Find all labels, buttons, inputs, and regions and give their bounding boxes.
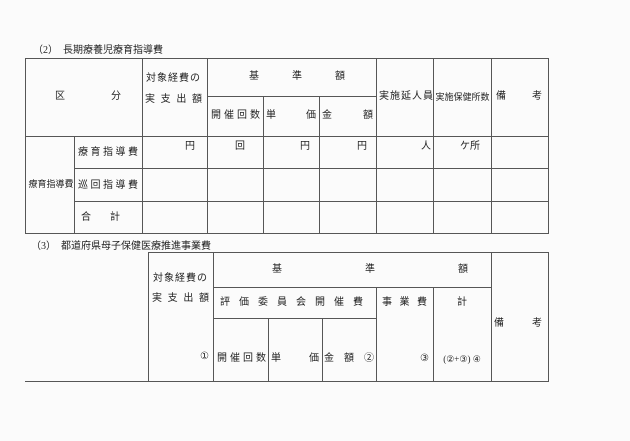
t1-unit-tanka-yen: 円 [300,141,310,152]
t1-header-taisho-line1: 対象経費の [146,73,201,84]
t1-border-right [548,58,549,234]
t1-border-top [25,58,549,59]
t2-col-kaisu-line [268,318,269,381]
t2-bottom-rule [25,381,549,382]
t1-unit-taisho-yen: 円 [185,141,195,152]
t1-col-kingaku-line [376,58,377,234]
t1-row2-line [74,201,549,202]
t1-border-bottom [25,233,549,234]
t1-header-kubun: 区 分 [55,91,121,102]
t2-kei-formula: (②+③) ④ [443,354,481,364]
t1-header-kingaku: 金 額 [322,110,373,121]
t1-header-biko: 備 考 [496,91,542,102]
t1-unit-kaisu-kai: 回 [235,141,245,152]
t2-kijun-split-line [213,287,491,288]
t2-col-taisho-line [213,252,214,381]
t1-border-left [25,58,26,234]
t1-col-hokenjo-line [491,58,492,234]
t1-row3-label: 合 計 [81,212,120,223]
t1-unit-hokenjo-kasho: ケ所 [460,141,480,152]
t2-mark-3: ③ [420,353,429,364]
t1-unit-jinin-nin: 人 [421,141,431,152]
t1-col-jinin-line [433,58,434,234]
t1-header-taisho-line2: 実 支 出 額 [145,94,202,105]
section3-title: （3） 都道府県母子保健医療推進事業費 [31,241,211,252]
t1-col-tanka-line [319,96,320,233]
t1-header-bottom-line [25,136,549,137]
t2-border-top [148,252,549,253]
t1-header-kijungaku: 基 準 額 [249,71,345,82]
t2-header-kei: 計 [457,297,467,308]
t1-col-group-line [74,136,75,233]
t2-header-biko: 備 考 [494,318,542,329]
t1-col-kubun-line [142,58,143,234]
t1-row2-label: 巡回指導費 [78,180,141,191]
t1-row-group-label: 療育指導費 [28,179,74,189]
t1-col-taisho-line [207,58,208,234]
t2-border-left [148,252,149,381]
section2-title: （2） 長期療養児療育指導費 [33,45,163,56]
t2-header-taisho-line2: 実 支 出 額 [152,293,209,304]
t2-header-kijungaku: 基 準 額 [272,264,468,275]
t1-header-nobe-jinin: 実施延人員 [379,91,434,102]
t2-header-hyoka-iinkai: 評 価 委 員 会 開 催 費 [220,297,363,308]
t2-hyoka-split-line [213,318,376,319]
t2-mark-1: ① [200,351,209,362]
t2-header-kaisai-kaisu: 開催回数 [217,353,269,364]
t2-header-taisho-line1: 対象経費の [153,273,208,284]
t2-header-jigyohi: 事 業 費 [382,297,427,308]
t1-row1-line [74,168,549,169]
t2-col-tanka-line [322,318,323,381]
t1-header-hokenjo-su: 実施保健所数 [435,92,490,102]
t2-col-jigyohi-line [433,287,434,381]
t2-col-kingaku-line [376,287,377,381]
t2-header-tanka: 単 価 [271,353,319,364]
t2-border-right [548,252,549,381]
t1-kijun-split-line [207,96,376,97]
t1-header-tanka: 単 価 [266,110,316,121]
t1-row1-label: 療育指導費 [78,147,141,158]
t1-col-kaisu-line [263,96,264,233]
t2-header-kingaku-mark: 金 額 ② [324,353,374,364]
t1-unit-kingaku-yen: 円 [357,141,367,152]
t2-col-kei-line [491,252,492,381]
t1-header-kaisai-kaisu: 開催回数 [211,110,263,121]
